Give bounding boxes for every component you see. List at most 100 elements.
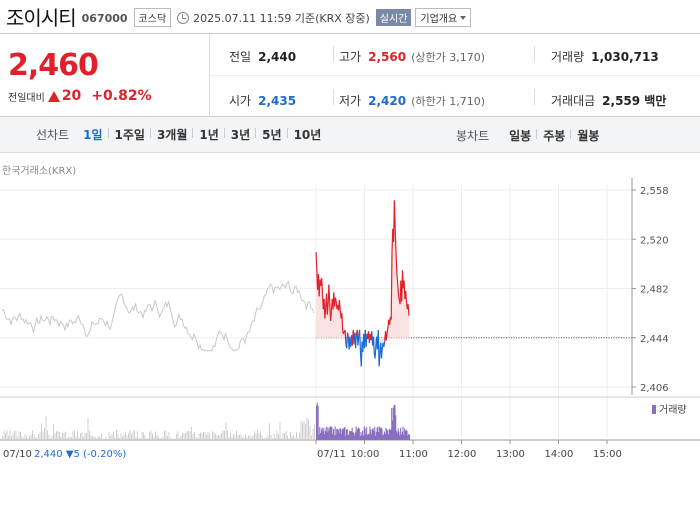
prev-volume-bar — [62, 432, 63, 440]
prev-volume-bar — [12, 432, 14, 440]
candle-chart-label: 봉차트 — [456, 128, 490, 143]
y-tick-label: 2,482 — [640, 285, 669, 296]
price-segment — [386, 327, 389, 333]
prev-volume-bar — [108, 432, 110, 440]
prev-volume-bar — [312, 429, 314, 440]
today-volume-bar — [396, 433, 398, 440]
today-volume-bar — [379, 426, 381, 440]
today-volume-bar — [340, 429, 342, 440]
today-volume-bar — [320, 429, 322, 440]
prev-volume-bar — [234, 435, 236, 440]
prev-volume-bar — [288, 438, 290, 440]
prev-volume-bar — [15, 431, 17, 440]
prev-volume-bar — [228, 436, 230, 440]
today-volume-bar — [316, 402, 318, 440]
period-toolbar: 선차트 1일 1주일 3개월 1년 3년 5년 10년 봉차트 일봉 주봉 월봉 — [0, 117, 700, 153]
prev-volume-bar — [249, 435, 251, 440]
prev-volume-bar — [17, 436, 18, 440]
company-info-dropdown[interactable]: 기업개요 — [415, 8, 472, 27]
prev-volume-bar — [224, 430, 225, 440]
tab-candle-monthly[interactable]: 월봉 — [570, 127, 605, 144]
prev-volume-bar — [117, 433, 119, 440]
prev-volume-bar — [14, 430, 15, 440]
tab-period-1w[interactable]: 1주일 — [107, 126, 151, 143]
prev-volume-bar — [35, 437, 36, 440]
today-volume-bar — [399, 435, 401, 440]
prev-volume-bar — [111, 433, 113, 440]
tab-period-5y[interactable]: 5년 — [255, 126, 287, 143]
prev-volume-bar — [171, 438, 173, 440]
tab-period-10y[interactable]: 10년 — [286, 126, 328, 143]
today-volume-bar — [366, 427, 368, 440]
today-volume-bar — [406, 430, 408, 440]
prev-volume-bar — [30, 434, 32, 440]
prev-volume-bar — [147, 438, 149, 440]
today-volume-bar — [404, 430, 406, 440]
prev-volume-bar — [3, 430, 5, 440]
today-volume-bar — [334, 426, 336, 440]
amount-value: 2,559 백만 — [602, 94, 667, 108]
x-tick-label: 11:00 — [399, 449, 428, 460]
open-stat: 시가 2,435 — [229, 92, 296, 109]
today-volume-bar — [382, 435, 384, 440]
prev-volume-bar — [308, 419, 309, 440]
price-segment — [330, 311, 332, 321]
prev-volume-bar — [33, 433, 35, 440]
prev-volume-bar — [92, 436, 93, 440]
tab-period-1d[interactable]: 1일 — [83, 128, 103, 142]
tab-period-3y[interactable]: 3년 — [223, 126, 256, 143]
today-volume-bar — [398, 431, 400, 440]
prev-volume-bar — [273, 433, 275, 440]
volume-legend-label: 거래량 — [659, 404, 687, 416]
today-volume-bar — [376, 427, 378, 440]
prev-volume-bar — [300, 420, 302, 440]
today-volume-bar — [322, 431, 324, 440]
prev-volume-bar — [104, 438, 105, 440]
amount-stat: 거래대금 2,559 백만 — [551, 92, 666, 109]
prev-volume-bar — [260, 431, 261, 440]
prev-volume-bar — [290, 431, 291, 440]
today-volume-bar — [347, 434, 349, 440]
prev-volume-bar — [299, 432, 300, 440]
price-segment — [374, 348, 377, 359]
prev-volume-bar — [246, 437, 248, 440]
realtime-button[interactable]: 실시간 — [375, 9, 412, 26]
change-line: 전일대비 20 +0.82% — [8, 88, 152, 104]
prev-volume-bar — [267, 434, 269, 440]
prev-volume-bar — [150, 430, 152, 440]
prev-volume-bar — [174, 438, 176, 440]
prev-volume-bar — [180, 435, 182, 440]
tab-period-1y[interactable]: 1년 — [192, 126, 224, 143]
prev-volume-bar — [279, 422, 281, 440]
prev-volume-bar — [63, 432, 65, 440]
prev-volume-bar — [24, 434, 26, 440]
open-value: 2,435 — [258, 94, 297, 108]
today-volume-bar — [338, 433, 340, 440]
x-tick-label: 12:00 — [448, 449, 477, 460]
prev-volume-bar — [21, 436, 23, 440]
today-volume-bar — [355, 426, 357, 440]
prev-volume-bar — [93, 436, 95, 440]
prev-volume-bar — [242, 437, 243, 440]
prev-volume-bar — [54, 433, 56, 440]
today-volume-bar — [332, 434, 334, 440]
today-volume-bar — [392, 407, 394, 440]
price-segment — [378, 353, 381, 367]
tab-candle-daily[interactable]: 일봉 — [509, 128, 532, 143]
prev-volume-bar — [90, 435, 92, 440]
company-info-label: 기업개요 — [420, 14, 458, 25]
prev-volume-bar — [231, 436, 233, 440]
prev-volume-bar — [183, 433, 185, 440]
prev-volume-bar — [84, 432, 86, 440]
tab-candle-weekly[interactable]: 주봉 — [536, 127, 571, 144]
prev-volume-bar — [128, 433, 129, 440]
tab-period-3m[interactable]: 3개월 — [149, 126, 193, 143]
stock-name: 조이시티 — [6, 5, 77, 30]
prev-volume-bar — [167, 435, 168, 440]
prev-volume-bar — [168, 431, 170, 440]
prev-volume-bar — [287, 435, 288, 440]
prev-volume-bar — [291, 436, 293, 440]
y-tick-label: 2,406 — [640, 383, 669, 394]
today-volume-bar — [400, 427, 402, 440]
today-volume-bar — [317, 405, 319, 440]
